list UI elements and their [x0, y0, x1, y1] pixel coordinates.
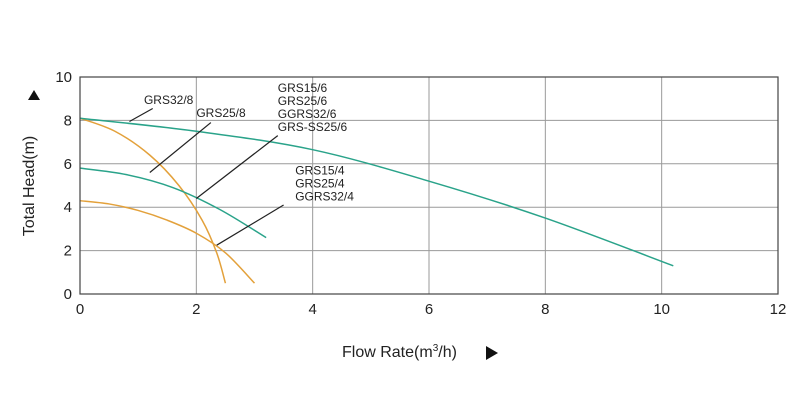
x-tick-label: 2: [192, 301, 200, 318]
x-axis-arrow-icon: [486, 346, 498, 360]
annotation-leader: [149, 122, 212, 173]
x-tick-label: 4: [308, 301, 316, 318]
annotation-label: GRS32/8: [144, 93, 194, 107]
annotation-leader: [216, 204, 284, 246]
x-tick-label: 6: [425, 301, 433, 318]
annotation-label: GRS25/8: [196, 106, 246, 120]
y-tick-label: 6: [64, 156, 72, 173]
y-tick-label: 0: [64, 286, 72, 303]
y-tick-label: 2: [64, 243, 72, 260]
series-line: [79, 117, 227, 284]
tick-labels: 0 2 4 6 8 10 12 0 2 4 6 8 10: [55, 69, 786, 318]
y-axis-arrow-icon: [28, 90, 40, 100]
annotation-label: GRS25/6: [278, 94, 328, 108]
y-tick-label: 8: [64, 112, 72, 129]
annotation-leader: [129, 107, 154, 123]
grid: [80, 77, 778, 294]
annotation-label: GGRS32/6: [278, 107, 337, 121]
x-axis-title: Flow Rate(m3/h): [342, 343, 457, 361]
y-tick-label: 4: [64, 199, 72, 216]
x-tick-label: 0: [76, 301, 84, 318]
x-tick-label: 8: [541, 301, 549, 318]
x-tick-label: 10: [653, 301, 670, 318]
y-axis-title: Total Head(m): [21, 136, 38, 236]
plot-border: [79, 76, 779, 295]
series-line: [79, 117, 674, 267]
annotation-label: GGRS32/4: [295, 190, 354, 204]
plot-frame: [79, 76, 779, 295]
annotation-label: GRS15/6: [278, 81, 328, 95]
series-line: [79, 199, 256, 284]
y-tick-label: 10: [55, 69, 72, 86]
annotation-label: GRS-SS25/6: [278, 120, 348, 134]
series-group: [79, 117, 674, 284]
x-tick-label: 12: [770, 301, 787, 318]
annotation-label: GRS15/4: [295, 164, 345, 178]
annotation-label: GRS25/4: [295, 177, 345, 191]
annotation-leader: [195, 135, 279, 199]
series-line: [79, 167, 267, 239]
